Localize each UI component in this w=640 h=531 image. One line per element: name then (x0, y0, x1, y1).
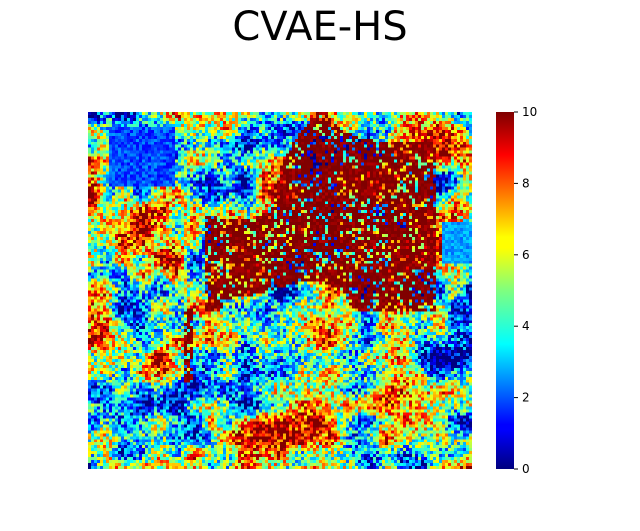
chart-title: CVAE-HS (232, 4, 408, 50)
heatmap-plot (88, 112, 472, 469)
colorbar-tick-label: 6 (522, 248, 530, 262)
colorbar-gradient (496, 112, 514, 469)
colorbar: 0 2 4 6 8 10 (496, 105, 537, 476)
colorbar-tick-label: 4 (522, 319, 530, 333)
colorbar-tick-label: 0 (522, 462, 530, 476)
colorbar-ticks: 0 2 4 6 8 10 (514, 105, 537, 476)
colorbar-tick-label: 2 (522, 391, 530, 405)
colorbar-tick-label: 10 (522, 105, 537, 119)
colorbar-tick-label: 8 (522, 176, 530, 190)
